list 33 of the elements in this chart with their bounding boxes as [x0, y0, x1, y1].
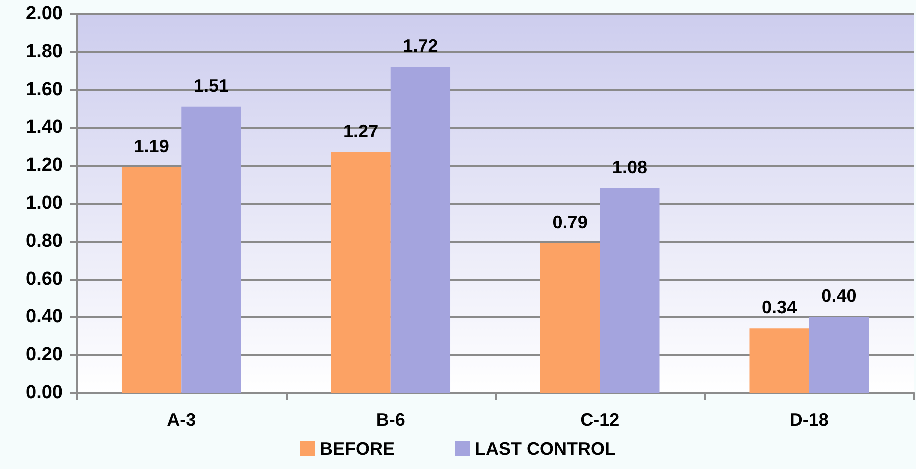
y-tick-label: 0.80 — [26, 230, 63, 252]
bar — [331, 152, 391, 393]
y-tick-label: 0.40 — [26, 306, 63, 328]
y-tick-label: 1.00 — [26, 193, 63, 214]
bar — [750, 328, 810, 393]
bar — [182, 106, 242, 393]
bar — [390, 67, 451, 393]
y-tick-label: 0.60 — [26, 268, 63, 290]
y-tick-label: 2.00 — [26, 4, 63, 24]
x-tick-label: A-3 — [167, 410, 196, 430]
data-label: 0.40 — [822, 286, 857, 306]
y-tick-label: 0.20 — [26, 344, 63, 366]
data-label: 1.51 — [194, 76, 229, 96]
data-label: 1.19 — [134, 136, 170, 156]
data-label: 0.79 — [552, 212, 588, 232]
legend-label: BEFORE — [320, 439, 396, 459]
bar — [540, 243, 600, 393]
bar — [600, 188, 660, 393]
data-label: 1.08 — [612, 157, 648, 178]
legend-label: LAST CONTROL — [475, 439, 616, 459]
y-tick-label: 1.40 — [26, 117, 63, 138]
x-tick-label: B-6 — [376, 410, 406, 430]
y-tick-label: 1.20 — [26, 155, 63, 176]
y-tick-label: 1.80 — [26, 41, 63, 62]
x-tick-label: D-18 — [790, 410, 829, 430]
bar — [122, 167, 182, 393]
data-label: 1.72 — [403, 36, 438, 56]
data-label: 1.27 — [344, 121, 379, 142]
bar — [809, 317, 870, 393]
data-label: 0.34 — [762, 298, 798, 318]
y-tick-label: 1.60 — [26, 79, 63, 100]
y-tick-label: 0.00 — [26, 382, 63, 404]
x-tick-label: C-12 — [580, 410, 620, 430]
